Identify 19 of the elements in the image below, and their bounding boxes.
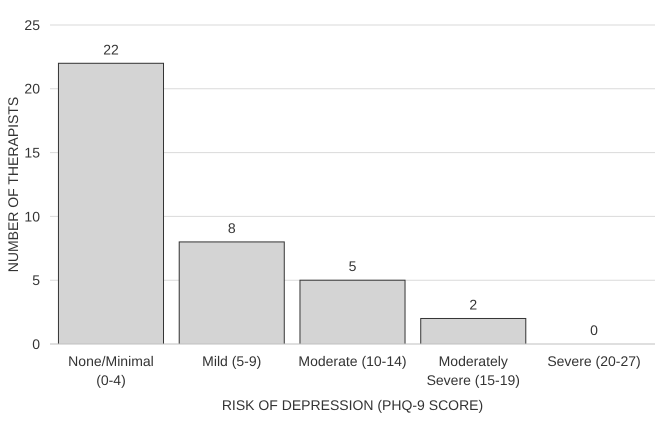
data-label: 5 xyxy=(348,258,357,274)
bar xyxy=(420,318,526,344)
y-tick-label: 20 xyxy=(24,80,40,97)
y-tick-label: 25 xyxy=(24,16,40,33)
x-tick-label: None/Minimal (0-4) xyxy=(68,353,154,388)
y-tick-label: 10 xyxy=(24,208,40,224)
y-axis-title: NUMBER OF THERAPISTS xyxy=(5,96,21,272)
y-tick-label: 15 xyxy=(24,144,40,160)
x-tick-label: Mild (5-9) xyxy=(202,353,262,369)
x-axis-title: RISK OF DEPRESSION (PHQ-9 SCORE) xyxy=(222,397,484,413)
data-label: 0 xyxy=(590,322,598,338)
data-label: 22 xyxy=(103,41,119,58)
x-tick-label: Moderately Severe (15-19) xyxy=(426,353,520,388)
data-label: 8 xyxy=(228,220,236,236)
x-tick-label: Moderate (10-14) xyxy=(298,353,407,369)
data-label: 2 xyxy=(469,296,478,312)
y-tick-label: 0 xyxy=(32,336,40,352)
x-tick-label: Severe (20-27) xyxy=(547,353,641,369)
y-tick-label: 5 xyxy=(32,272,40,288)
